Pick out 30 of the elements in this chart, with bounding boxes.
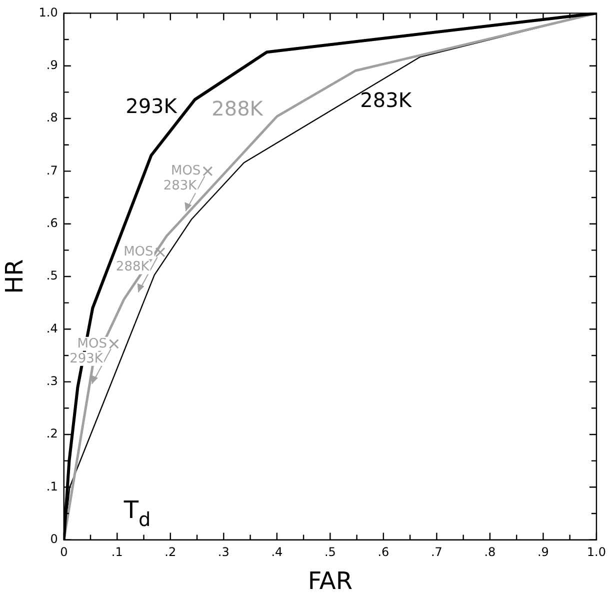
x-tick-label: .8: [484, 545, 496, 560]
y-tick-label: .5: [46, 268, 58, 283]
x-tick-label: .2: [164, 545, 176, 560]
y-axis-title: HR: [0, 259, 29, 294]
y-tick-label: 0: [50, 532, 58, 546]
x-tick-label: 1.0: [586, 545, 606, 560]
series-label: 283K: [360, 88, 412, 112]
y-tick-label: .6: [46, 216, 58, 230]
x-axis-title: FAR: [308, 566, 353, 595]
x-tick-label: .7: [430, 545, 442, 560]
y-tick-label: .8: [46, 110, 58, 125]
x-tick-label: .9: [537, 545, 549, 560]
y-tick-label: .3: [46, 374, 58, 388]
y-tick-label: .4: [46, 321, 58, 336]
series-label: 288K: [212, 96, 264, 121]
x-tick-label: .5: [324, 545, 336, 560]
y-tick-label: .2: [46, 426, 58, 441]
y-tick-label: .1: [46, 479, 58, 494]
x-tick-label: .4: [271, 545, 283, 560]
y-tick-label: .9: [46, 58, 58, 72]
x-tick-label: .3: [218, 545, 230, 560]
y-tick-label: .7: [46, 163, 58, 178]
x-tick-label: .1: [111, 545, 123, 560]
x-tick-label: .6: [378, 545, 390, 560]
annotation: MOS 288K: [116, 244, 154, 275]
annotation: MOS 283K: [163, 164, 201, 194]
y-tick-label: 1.0: [38, 5, 58, 20]
series-label: 293K: [126, 94, 178, 118]
annotation: MOS 293K: [70, 336, 107, 366]
x-tick-label: 0: [60, 545, 68, 560]
